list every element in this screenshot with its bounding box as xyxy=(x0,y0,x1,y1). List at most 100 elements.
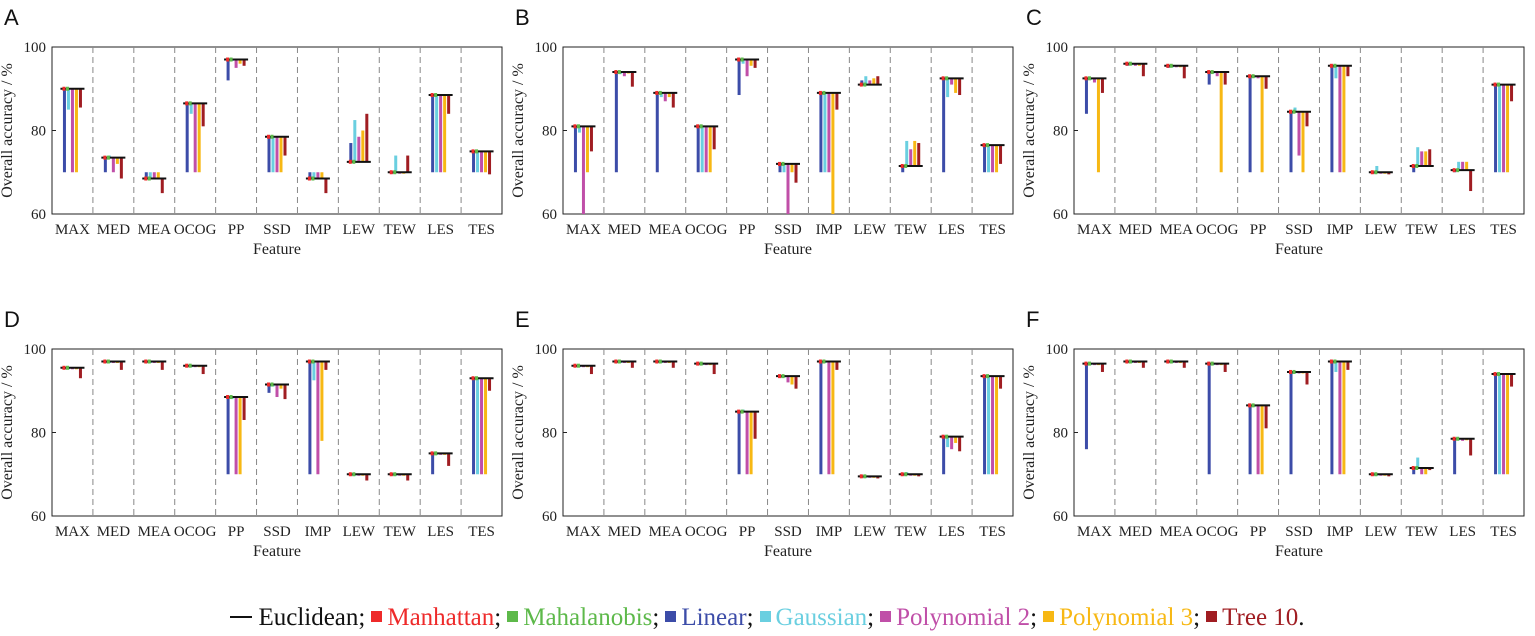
bar-linear xyxy=(696,126,700,173)
legend-label: Polynomial 2 xyxy=(896,604,1031,631)
bar-tree-10 xyxy=(671,92,675,108)
x-tick-label: LES xyxy=(938,524,965,540)
bar-polynomial-3 xyxy=(197,103,201,173)
x-tick-label: PP xyxy=(1250,222,1267,238)
mark-mahalanobis xyxy=(740,57,744,62)
bar-polynomial-2 xyxy=(275,136,279,173)
bar-gaussian xyxy=(823,92,827,173)
bar-polynomial-2 xyxy=(1215,72,1219,77)
panel-label: F xyxy=(1026,307,1039,332)
bar-tree-10 xyxy=(671,361,675,368)
bar-linear xyxy=(901,165,905,173)
bar-gaussian xyxy=(312,172,316,179)
axes-box xyxy=(562,348,1014,517)
bar-gaussian xyxy=(353,120,357,162)
bar-polynomial-3 xyxy=(954,78,958,93)
panel-F: F 60 80 100 Overall accuracy / % MAX MED MEA OCO… xyxy=(1021,307,1525,560)
legend-swatch xyxy=(371,611,383,622)
mark-manhattan xyxy=(1370,472,1374,477)
bar-gaussian xyxy=(1334,65,1338,79)
mark-mahalanobis xyxy=(311,359,315,364)
y-axis-label: Overall accuracy / % xyxy=(0,63,16,198)
mark-manhattan xyxy=(1452,168,1456,173)
bar-polynomial-2 xyxy=(663,92,667,102)
mark-mahalanobis xyxy=(822,359,826,364)
mark-manhattan xyxy=(1493,82,1497,87)
x-tick-label: OCOG xyxy=(174,524,217,540)
bar-gaussian xyxy=(905,140,909,166)
bar-linear xyxy=(1084,363,1088,450)
x-tick-label: LES xyxy=(1449,222,1476,238)
panel-label: C xyxy=(1026,5,1042,30)
bar-tree-10 xyxy=(712,363,716,375)
bar-polynomial-3 xyxy=(279,384,283,389)
bar-tree-10 xyxy=(242,397,246,420)
bar-linear xyxy=(431,453,435,475)
axes-box xyxy=(51,46,503,215)
mark-manhattan xyxy=(573,124,577,129)
bar-linear xyxy=(226,397,230,475)
bar-polynomial-3 xyxy=(831,92,835,214)
x-tick-label: TES xyxy=(1490,222,1517,238)
bar-linear xyxy=(267,384,271,393)
y-tick-label: 60 xyxy=(31,207,46,223)
bar-tree-10 xyxy=(999,145,1003,164)
legend-swatch xyxy=(1206,611,1218,622)
bar-polynomial-2 xyxy=(1420,467,1424,475)
bar-polynomial-2 xyxy=(745,411,749,475)
bar-tree-10 xyxy=(1387,172,1391,175)
bar-tree-10 xyxy=(1305,111,1309,127)
x-tick-label: MED xyxy=(97,222,131,238)
mark-mahalanobis xyxy=(1128,61,1132,66)
mark-mahalanobis xyxy=(393,170,397,175)
y-tick-label: 80 xyxy=(1053,426,1068,442)
mark-manhattan xyxy=(737,57,741,62)
x-tick-label: TEW xyxy=(1405,222,1438,238)
y-tick-label: 80 xyxy=(542,426,557,442)
mark-manhattan xyxy=(573,363,577,368)
bar-polynomial-2 xyxy=(950,78,954,85)
bar-polynomial-3 xyxy=(1137,63,1141,66)
x-tick-label: OCOG xyxy=(174,222,217,238)
y-axis-label: Overall accuracy / % xyxy=(0,365,16,500)
bar-gaussian xyxy=(1375,165,1379,173)
x-tick-label: LEW xyxy=(343,524,376,540)
bar-tree-10 xyxy=(794,163,798,183)
mark-manhattan xyxy=(696,361,700,366)
mark-mahalanobis xyxy=(699,361,703,366)
x-tick-label: TEW xyxy=(894,524,927,540)
bar-polynomial-3 xyxy=(1260,405,1264,475)
axes-box xyxy=(51,348,503,517)
bar-polynomial-3 xyxy=(484,378,488,475)
mark-mahalanobis xyxy=(1497,82,1501,87)
x-tick-label: TES xyxy=(1490,524,1517,540)
bar-polynomial-3 xyxy=(749,59,753,66)
bar-polynomial-3 xyxy=(320,361,324,441)
bar-tree-10 xyxy=(78,88,82,108)
bar-gaussian xyxy=(1498,84,1502,173)
y-axis-label: Overall accuracy / % xyxy=(510,365,527,500)
mark-manhattan xyxy=(1125,61,1129,66)
x-tick-label: LEW xyxy=(1365,222,1398,238)
mark-manhattan xyxy=(1411,163,1415,168)
bar-tree-10 xyxy=(488,378,492,391)
panel-label: A xyxy=(4,5,19,30)
bar-gaussian xyxy=(1498,374,1502,475)
bar-polynomial-2 xyxy=(111,157,115,173)
bar-tree-10 xyxy=(1510,374,1514,387)
mark-mahalanobis xyxy=(475,149,479,154)
mark-manhattan xyxy=(103,359,107,364)
bar-tree-10 xyxy=(589,365,593,375)
mark-manhattan xyxy=(1248,403,1252,408)
bar-polynomial-2 xyxy=(745,59,749,77)
mark-mahalanobis xyxy=(311,176,315,181)
mark-mahalanobis xyxy=(270,134,274,139)
mark-manhattan xyxy=(267,134,270,139)
mark-manhattan xyxy=(1166,63,1170,68)
mark-mahalanobis xyxy=(393,472,397,477)
mark-mahalanobis xyxy=(1456,436,1460,441)
bar-linear xyxy=(778,163,782,173)
bar-linear xyxy=(655,92,659,173)
mark-manhattan xyxy=(267,382,270,387)
bar-polynomial-3 xyxy=(1506,84,1510,173)
